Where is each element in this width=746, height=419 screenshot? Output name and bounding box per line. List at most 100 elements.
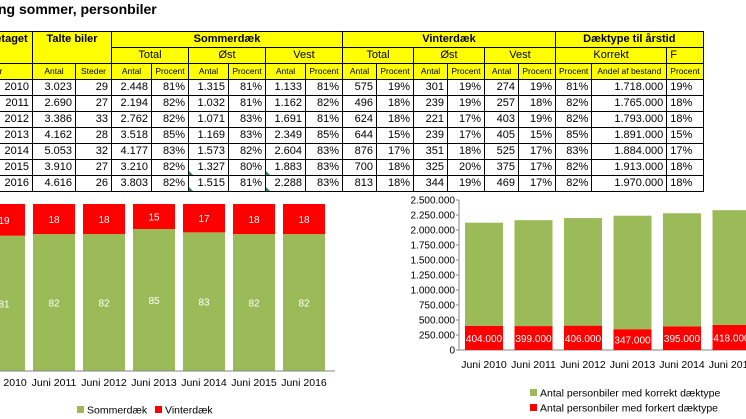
x-tick-label: Juni 2010 [461,359,507,371]
correct-tire-bar [663,213,701,327]
table-cell-antal: 3.386 [32,111,76,128]
table-cell-k_andel: 1.913.000 [591,159,668,176]
table-row: 2016 4.616 26 3.803 82% 1.515 81% 2.288 83% 813 18… [0,175,704,192]
table-cell-s_tot_p: 85% [151,127,189,144]
table-cell-s_vest_a: 2.349 [265,127,306,144]
table-cell-v_tot_a: 813 [342,175,377,192]
summer-east-header: Øst [188,47,266,64]
winter-data-label: 19 [0,216,10,227]
table-cell-aar: 2014 [0,143,33,160]
table-cell-v_ost_p: 17% [447,127,485,144]
percent-subheader: Procent [151,63,189,80]
summer-data-label: 82 [248,299,260,310]
table-cell-s_tot_p: 82% [151,95,189,112]
table-cell-k_andel: 1.765.000 [591,95,668,112]
summer-data-label: 82 [298,299,310,310]
table-cell-v_tot_p: 18% [376,159,414,176]
x-tick-label: Juni 2016 [281,377,327,389]
wrong-tire-data-label: 347.000 [614,336,651,347]
table-cell-aar: 2012 [0,111,33,128]
table-cell-s_ost_a: 1.071 [188,111,229,128]
x-tick-label: Juni 2015 [709,359,746,371]
header-row-3: År Antal Steder Antal Procent Antal Proc… [0,63,704,80]
x-tick-label: Juni 2013 [610,359,656,371]
count-subheader: Antal [188,63,229,80]
summer-tires-header: Sommerdæk [111,31,343,48]
percent-subheader: Procent [518,63,556,80]
count-subheader: Antal [484,63,519,80]
y-tick-label: 1.000.000 [411,286,456,297]
percent-subheader: Procent [447,63,485,80]
y-tick-label: 1.250.000 [411,271,456,282]
legend-label-correct: Antal personbiler med korrekt dæktype [540,388,720,400]
wrong-tire-bar [564,325,602,350]
table-cell-v_tot_p: 15% [376,127,414,144]
summer-bar [33,234,75,371]
table-cell-aar: 2013 [0,127,33,144]
table-cell-s_vest_p: 83% [305,143,343,160]
table-cell-v_vest_a: 469 [484,175,519,192]
table-row: 2013 4.162 28 3.518 85% 1.169 83% 2.349 85% 644 15… [0,127,704,144]
table-cell-v_tot_a: 644 [342,127,377,144]
percent-subheader: Procent [305,63,343,80]
table-cell-s_tot_a: 4.177 [111,143,152,160]
count-subheader: Antal [32,63,76,80]
table-cell-k_andel: 1.884.000 [591,143,668,160]
table-cell-s_tot_a: 2.762 [111,111,152,128]
table-cell-aar: 2010 [0,79,33,96]
correct-header: Korrekt [554,47,668,64]
wrong-tire-bar [712,324,746,350]
table-cell-antal: 3.023 [32,79,76,96]
places-subheader: Steder [75,63,112,80]
table-cell-v_tot_a: 876 [342,143,377,160]
table-cell-k_andel: 1.970.000 [591,175,668,192]
table-cell-v_vest_p: 15% [518,127,556,144]
table-cell-s_ost_p: 81% [228,95,266,112]
legend-swatch-wrong [530,404,537,411]
table-cell-steder: 32 [75,143,112,160]
table-cell-v_vest_a: 274 [484,79,519,96]
count-subheader: Antal [265,63,306,80]
table-cell-s_tot_a: 2.448 [111,79,152,96]
table-cell-v_vest_p: 19% [518,79,556,96]
table-cell-k_p: 83% [554,143,593,160]
table-cell-s_tot_a: 3.210 [111,159,152,176]
table-cell-v_tot_a: 700 [342,159,377,176]
correct-tire-bar [712,210,746,325]
table-cell-f_p: 19% [666,79,704,96]
table-cell-s_ost_a: 1.573 [188,143,229,160]
winter-bar [183,204,225,233]
y-tick-label: 750.000 [419,301,456,312]
x-tick-label: Juni 2014 [659,359,705,371]
table-cell-v_tot_p: 19% [376,79,414,96]
table-cell-s_vest_p: 82% [305,95,343,112]
tire-type-season-header: Dæktype til årstid [555,31,704,48]
table-cell-f_p: 18% [666,111,704,128]
legend-label-winter: Vinterdæk [165,405,213,417]
table-cell-v_vest_p: 17% [518,159,556,176]
table-cell-v_tot_p: 18% [376,111,414,128]
table-cell-v_vest_a: 403 [484,111,519,128]
table-cell-v_ost_a: 239 [413,127,448,144]
table-cell-antal: 4.162 [32,127,76,144]
table-row: 2010 3.023 29 2.448 81% 1.315 81% 1.133 81% 575 19… [0,79,704,96]
table-cell-s_vest_p: 83% [305,175,343,192]
table-cell-steder: 27 [75,159,112,176]
summer-total-header: Total [111,47,189,64]
table-cell-v_vest_a: 525 [484,143,519,160]
table-cell-v_ost_p: 17% [447,111,485,128]
table-cell-s_ost_p: 80% [228,159,266,176]
summer-bar [183,232,225,371]
table-cell-antal: 5.053 [32,143,76,160]
winter-data-label: 17 [198,214,210,225]
table-cell-s_tot_a: 3.803 [111,175,152,192]
table-row: 2015 3.910 27 3.210 82% 1.327 80% 1.883 83% 700 18… [0,159,704,176]
table-cell-s_ost_a: 1.327 [188,159,229,176]
table-cell-v_ost_a: 344 [413,175,448,192]
correct-tire-bar [613,215,652,330]
table-cell-k_p: 82% [554,95,593,112]
table-cell-antal: 4.616 [32,175,76,192]
wrong-tire-bar [613,329,652,350]
table-cell-aar: 2015 [0,159,33,176]
table-cell-s_vest_p: 85% [305,127,343,144]
